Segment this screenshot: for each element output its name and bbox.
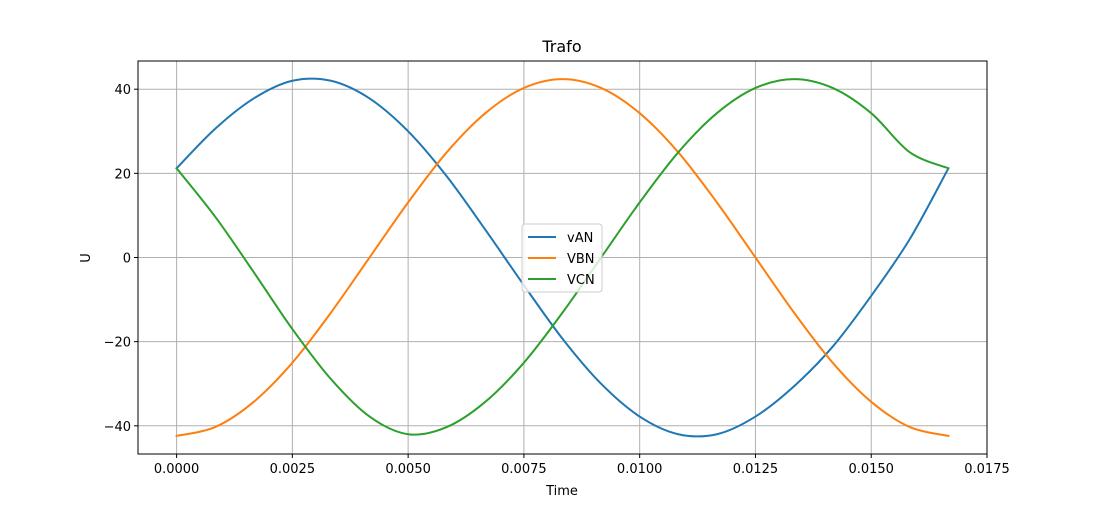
x-axis-label: Time — [545, 484, 578, 499]
y-tick-label: −20 — [104, 336, 131, 351]
chart-title: Trafo — [541, 37, 581, 56]
x-tick-label: 0.0175 — [964, 462, 1010, 477]
ticks: 0.0000 0.0025 0.0050 0.0075 0.0100 0.0125 0.01… — [104, 83, 1010, 477]
y-tick-label: 20 — [114, 167, 131, 182]
x-tick-label: 0.0025 — [270, 462, 316, 477]
series-line-vcn — [175, 78, 950, 436]
legend-label-vcn: VCN — [567, 273, 595, 288]
y-tick-label: −40 — [104, 420, 131, 435]
x-tick-label: 0.0125 — [733, 462, 779, 477]
legend-label-vbn: VBN — [567, 252, 595, 267]
series-line-van — [175, 77, 950, 438]
y-tick-label: 40 — [114, 83, 131, 98]
series-line-vbn — [175, 78, 950, 438]
x-tick-label: 0.0050 — [385, 462, 431, 477]
x-tick-label: 0.0150 — [848, 462, 894, 477]
y-tick-label: 0 — [123, 252, 131, 267]
legend-label-van: vAN — [567, 231, 593, 246]
legend: vAN VBN VCN — [521, 223, 603, 293]
x-tick-label: 0.0100 — [617, 462, 663, 477]
x-tick-label: 0.0075 — [501, 462, 547, 477]
series-layer — [175, 77, 950, 438]
y-axis-label: U — [79, 253, 94, 263]
x-tick-label: 0.0000 — [154, 462, 200, 477]
legend-box — [521, 223, 603, 293]
